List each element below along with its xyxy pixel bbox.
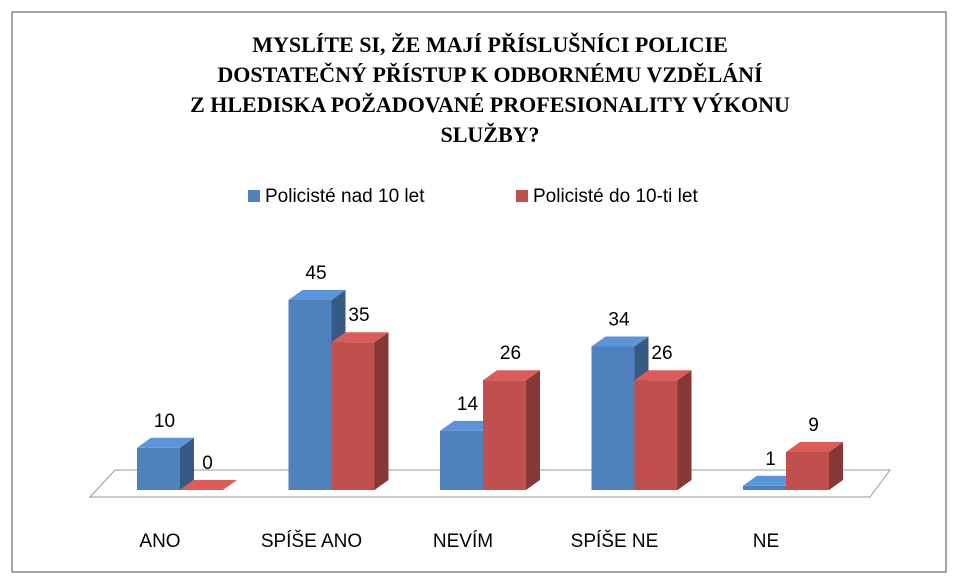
bar-top [634, 370, 692, 381]
chart-title: SLUŽBY? [440, 122, 539, 147]
bar-side [180, 437, 194, 490]
legend-swatch [248, 190, 260, 202]
chart-title: Z HLEDISKA POŽADOVANÉ PROFESIONALITY VÝK… [190, 92, 790, 117]
chart-title: MYSLÍTE SI, ŽE MAJÍ PŘÍSLUŠNÍCI POLICIE [252, 32, 728, 57]
bar [591, 346, 635, 490]
legend-label: Policisté nad 10 let [265, 186, 425, 207]
chart-title: DOSTATEČNÝ PŘÍSTUP K ODBORNÉMU VZDĚLÁNÍ [217, 62, 762, 87]
bar-top [743, 475, 800, 486]
bar-top [786, 442, 843, 452]
data-label: 35 [348, 305, 369, 326]
bar-top [180, 480, 237, 490]
data-label: 26 [500, 343, 521, 364]
bar [786, 452, 829, 490]
bar-side [374, 332, 389, 490]
legend-label: Policisté do 10-ti let [533, 186, 698, 207]
bar [483, 380, 526, 490]
x-tick-label: SPÍŠE NE [571, 530, 659, 552]
bar-top [137, 437, 194, 448]
bar-top [440, 420, 497, 431]
data-label: 34 [608, 309, 630, 330]
bar [440, 430, 483, 490]
x-tick-label: SPÍŠE ANO [261, 530, 362, 552]
bar-top [591, 336, 649, 347]
bar-side [829, 442, 843, 490]
data-label: 9 [808, 415, 819, 436]
bar [288, 300, 332, 490]
bar [743, 485, 786, 490]
bar-top [288, 290, 346, 300]
bar [331, 342, 375, 490]
x-tick-label: NEVÍM [433, 531, 493, 552]
data-label: 14 [457, 394, 479, 415]
data-label: 45 [305, 263, 326, 284]
x-tick-label: ANO [139, 531, 180, 552]
bar [137, 447, 180, 490]
data-label: 26 [651, 343, 672, 364]
data-label: 10 [154, 411, 175, 432]
legend-swatch [516, 190, 528, 202]
bar-top [331, 332, 389, 343]
bar-side [526, 370, 540, 490]
data-label: 1 [765, 449, 776, 470]
bar-side [677, 370, 692, 490]
bar-top [483, 370, 540, 381]
x-tick-label: NE [753, 531, 779, 552]
data-label: 0 [202, 453, 213, 474]
bar [634, 380, 678, 490]
